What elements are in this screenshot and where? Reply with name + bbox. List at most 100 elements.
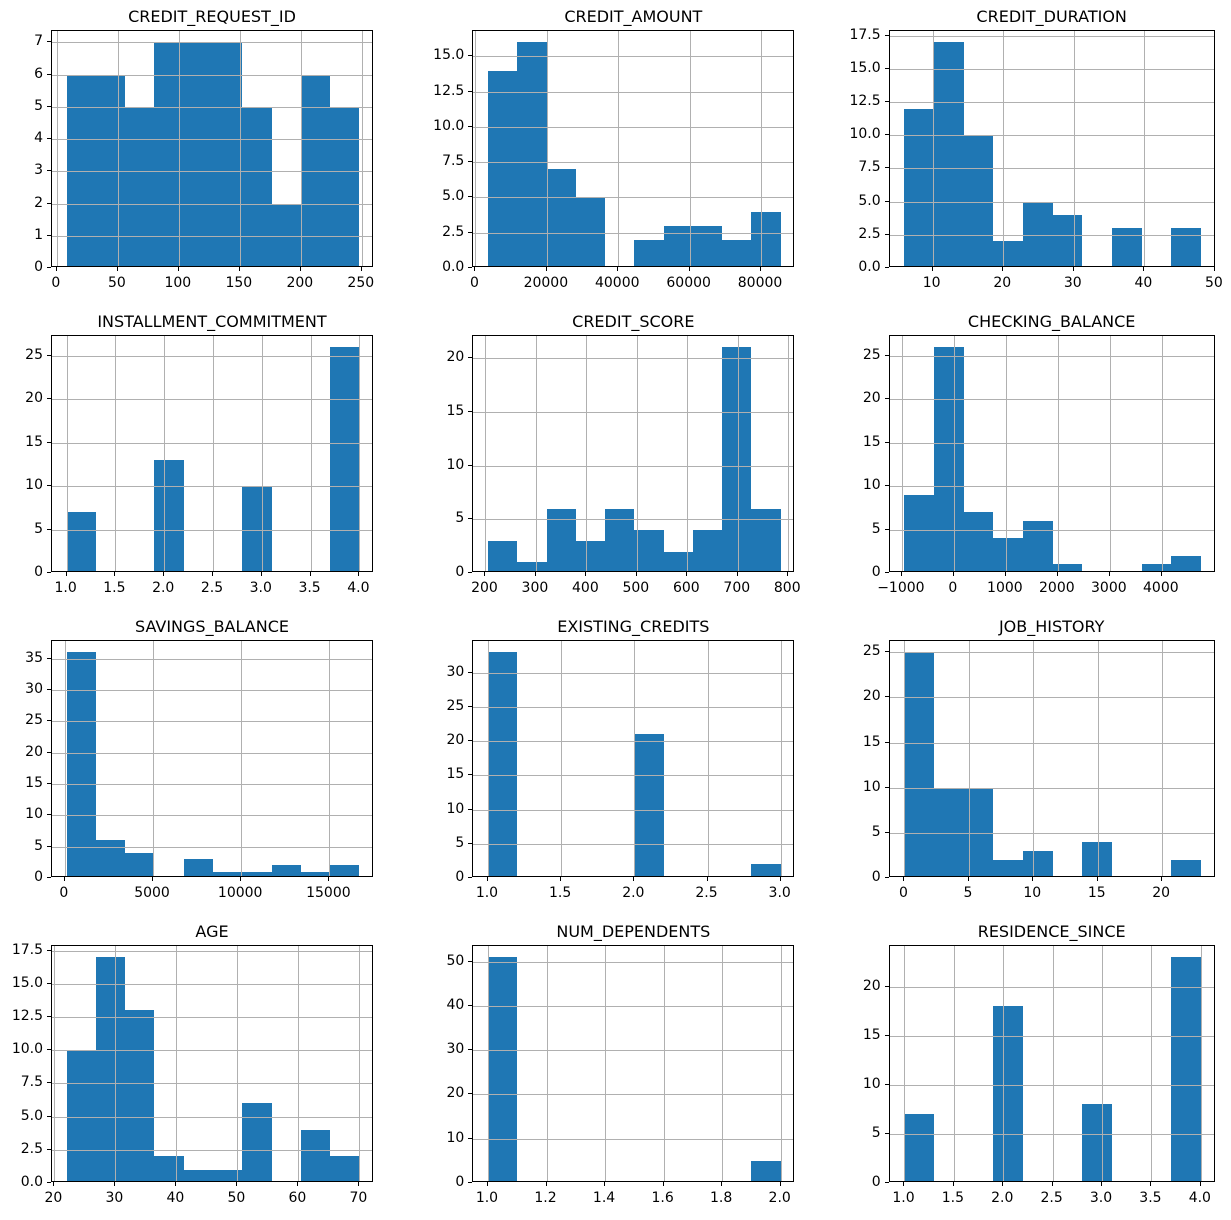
gridline-horizontal xyxy=(52,1116,372,1118)
y-tick-label: 20 xyxy=(446,1085,465,1102)
x-tick-mark xyxy=(114,1182,116,1186)
gridline-horizontal xyxy=(473,91,794,93)
y-tick-mark xyxy=(47,105,51,107)
subplot-job_history: JOB_HISTORY 0 5 10 15 20 0 5 10 15 20 25 xyxy=(821,610,1231,915)
plot-area xyxy=(51,335,373,572)
y-tick-mark xyxy=(884,985,889,987)
y-tick-mark xyxy=(884,831,889,833)
y-tick-mark xyxy=(468,196,473,198)
y-tick-label: 10.0 xyxy=(849,126,881,143)
gridline-horizontal xyxy=(473,1094,794,1096)
x-tick-mark xyxy=(486,1182,488,1186)
y-tick-label: 0 xyxy=(455,869,465,885)
histogram-bar xyxy=(517,562,547,571)
subplot-credit_amount: CREDIT_AMOUNT 0 20000 40000 60000 80000 0.0 2.5… xyxy=(410,0,820,305)
x-tick-label: 30 xyxy=(105,1190,124,1206)
x-tick-label: 10000 xyxy=(217,885,263,901)
gridline-vertical xyxy=(1161,336,1163,571)
x-tick-mark xyxy=(309,572,311,576)
gridline-horizontal xyxy=(889,201,1214,203)
subplot-credit_request_id: CREDIT_REQUEST_ID 0 50 100 150 200 250 0 1 2 3 4 5 6 7 xyxy=(0,0,410,305)
y-tick-mark xyxy=(884,398,889,400)
y-tick-label: 5 xyxy=(871,823,881,840)
x-tick-label: 0 xyxy=(948,580,958,596)
histogram-bar xyxy=(1171,957,1201,1181)
gridline-vertical xyxy=(1162,641,1164,876)
subplot-existing_credits: EXISTING_CREDITS 1.0 1.5 2.0 2.5 3.0 0 5 10 15 20 2… xyxy=(410,610,820,915)
gridline-vertical xyxy=(546,31,548,266)
histogram-bar xyxy=(904,1114,935,1181)
x-tick-label: 0 xyxy=(51,275,61,291)
plot-area xyxy=(888,640,1215,877)
x-tick-mark xyxy=(760,267,762,271)
x-tick-mark xyxy=(903,1182,905,1186)
y-tick-mark xyxy=(884,167,889,169)
histogram-bar xyxy=(213,42,243,266)
y-tick-label: 20 xyxy=(862,688,881,705)
y-tick-mark xyxy=(468,877,473,878)
x-tick-label: 2.0 xyxy=(768,1190,791,1206)
y-tick-label: 20 xyxy=(862,977,881,994)
histogram-bar xyxy=(487,957,518,1181)
y-tick-mark xyxy=(468,125,473,127)
x-tick-mark xyxy=(635,572,637,576)
gridline-vertical xyxy=(176,946,178,1181)
y-tick-label: 17.5 xyxy=(849,26,881,43)
gridline-vertical xyxy=(115,946,117,1181)
y-tick-mark xyxy=(884,101,889,103)
histogram-bar xyxy=(634,734,664,876)
gridline-vertical xyxy=(56,31,58,266)
x-tick-label: 70 xyxy=(349,1190,368,1206)
subplot-checking_balance: CHECKING_BALANCE −1000 0 1000 2000 3000 4000 0 5… xyxy=(821,305,1231,610)
y-tick-mark xyxy=(884,696,889,698)
x-tick-mark xyxy=(787,572,789,576)
gridline-horizontal xyxy=(473,741,794,743)
y-tick-mark xyxy=(884,233,889,235)
x-tick-label: 30 xyxy=(1063,275,1082,291)
y-tick-label: 0 xyxy=(871,1174,881,1190)
histogram-bar xyxy=(993,241,1023,266)
x-tick-label: 60000 xyxy=(666,275,711,291)
gridline-horizontal xyxy=(52,235,372,237)
plot-area xyxy=(888,335,1215,572)
histogram-bar xyxy=(546,508,576,571)
subplot-title: CREDIT_AMOUNT xyxy=(564,7,703,26)
gridline-horizontal xyxy=(52,1017,372,1019)
y-tick-mark xyxy=(884,200,889,202)
x-tick-mark xyxy=(1143,267,1145,271)
histogram-bar xyxy=(95,957,126,1181)
y-tick-mark xyxy=(47,354,51,356)
y-tick-mark xyxy=(884,485,889,487)
x-tick-mark xyxy=(1160,572,1162,576)
gridline-horizontal xyxy=(52,355,372,357)
y-tick-label: 15 xyxy=(862,1026,881,1043)
y-tick-mark xyxy=(47,572,51,573)
x-tick-label: 100 xyxy=(164,275,192,291)
y-tick-mark xyxy=(468,740,473,742)
x-tick-mark xyxy=(1108,572,1110,576)
gridline-vertical xyxy=(586,336,588,571)
y-tick-mark xyxy=(47,720,51,722)
y-tick-label: 5.0 xyxy=(20,1107,43,1124)
gridline-horizontal xyxy=(889,234,1214,236)
x-tick-label: 200 xyxy=(286,275,314,291)
y-tick-mark xyxy=(47,657,51,659)
histogram-bar xyxy=(242,871,272,876)
x-tick-label: 20 xyxy=(44,1190,63,1206)
gridline-horizontal xyxy=(889,35,1214,37)
gridline-horizontal xyxy=(889,652,1214,654)
x-tick-label: 80000 xyxy=(737,275,783,291)
subplot-credit_duration: CREDIT_DURATION 10 20 30 40 50 0.0 2.5 5.0 7.5 10.… xyxy=(821,0,1231,305)
x-tick-mark xyxy=(260,572,262,576)
y-tick-mark xyxy=(47,877,51,878)
gridline-vertical xyxy=(561,641,563,876)
x-tick-mark xyxy=(1096,877,1098,881)
gridline-vertical xyxy=(953,946,955,1181)
histogram-bar xyxy=(722,239,752,266)
y-tick-mark xyxy=(47,688,51,690)
x-tick-label: 1.5 xyxy=(549,885,572,901)
x-tick-label: 4000 xyxy=(1143,580,1179,596)
gridline-horizontal xyxy=(52,658,372,660)
x-tick-label: 1.8 xyxy=(710,1190,733,1206)
y-tick-mark xyxy=(884,651,889,653)
